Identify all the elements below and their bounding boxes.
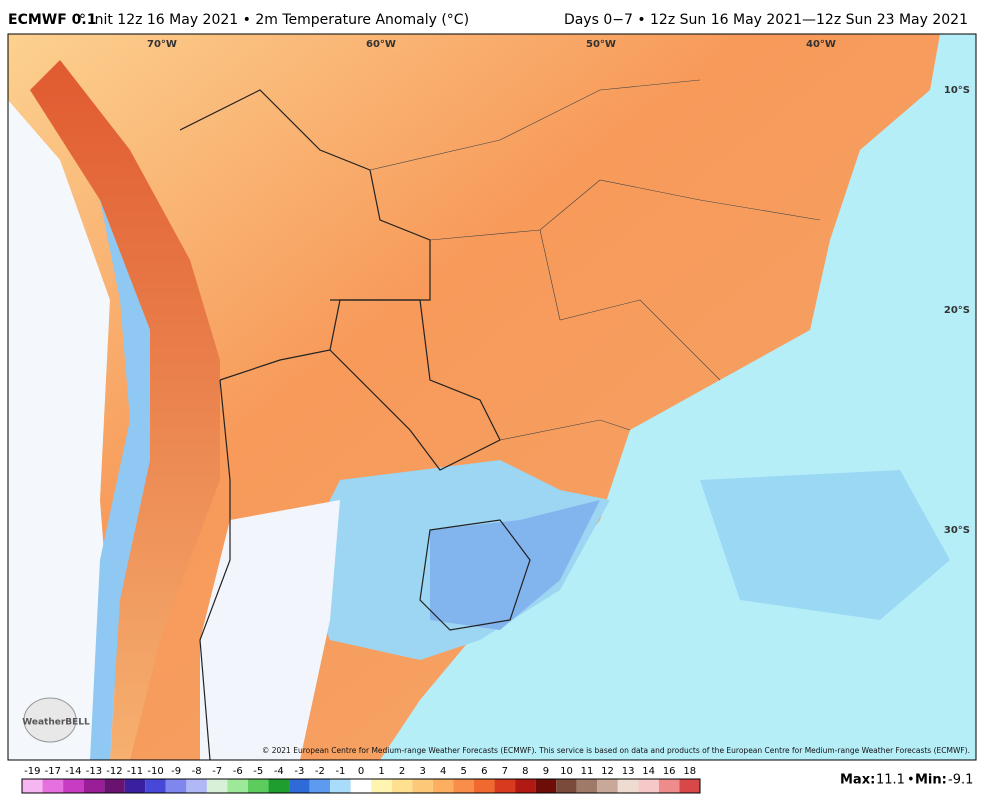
logo-mark bbox=[23, 697, 77, 743]
colorbar-label: -2 bbox=[315, 766, 325, 777]
colorbar-swatch bbox=[391, 779, 413, 793]
states bbox=[369, 79, 821, 441]
copyright: © 2021 European Centre for Medium-range … bbox=[262, 746, 970, 755]
lon-label: 40°W bbox=[806, 39, 836, 50]
lat-label: 10°S bbox=[944, 85, 970, 96]
colorbar-swatch bbox=[350, 779, 372, 793]
colorbar-label: -9 bbox=[171, 766, 181, 777]
min-value: -9.1 bbox=[948, 773, 973, 788]
colorbar-label: 12 bbox=[601, 766, 614, 777]
colorbar-swatch bbox=[432, 779, 454, 793]
colorbar-frame bbox=[21, 778, 701, 794]
atlantic-anomaly bbox=[700, 470, 950, 620]
colorbar-label: 8 bbox=[522, 766, 528, 777]
colorbar-swatch bbox=[617, 779, 639, 793]
colorbar-label: 16 bbox=[663, 766, 676, 777]
colorbar-swatch bbox=[309, 779, 331, 793]
colorbar-swatch bbox=[679, 779, 700, 793]
colorbar-label: -11 bbox=[127, 766, 143, 777]
colorbar-label: -8 bbox=[192, 766, 202, 777]
andes-cold bbox=[90, 200, 150, 760]
colorbar-label: 4 bbox=[440, 766, 446, 777]
colorbar-label: 1 bbox=[378, 766, 384, 777]
colorbar-swatch bbox=[638, 779, 659, 793]
lat-label: 30°S bbox=[944, 525, 970, 536]
colorbar-label: -19 bbox=[24, 766, 40, 777]
colorbar-swatch bbox=[145, 779, 166, 793]
max-label: Max: bbox=[840, 773, 875, 788]
colorbar-swatch bbox=[268, 779, 290, 793]
colorbar-label: 3 bbox=[419, 766, 425, 777]
colorbar-swatch bbox=[248, 779, 269, 793]
colorbar-label: 7 bbox=[502, 766, 508, 777]
period: Days 0−7 • 12z Sun 16 May 2021—12z Sun 2… bbox=[564, 12, 968, 28]
colorbar-label: 9 bbox=[543, 766, 549, 777]
colorbar-label: 18 bbox=[683, 766, 696, 777]
colorbar-swatch bbox=[494, 779, 516, 793]
separator: • bbox=[907, 773, 915, 788]
colorbar-swatch bbox=[227, 779, 248, 793]
patagonia bbox=[200, 500, 340, 760]
colorbar-label: -6 bbox=[233, 766, 243, 777]
colorbar-swatch bbox=[597, 779, 618, 793]
colorbar-label: -5 bbox=[253, 766, 263, 777]
colorbar-swatch bbox=[165, 779, 187, 793]
colorbar-swatch bbox=[330, 779, 351, 793]
colorbar-label: -7 bbox=[212, 766, 222, 777]
colorbar-swatch bbox=[453, 779, 474, 793]
lon-label: 70°W bbox=[147, 39, 177, 50]
colorbar-label: 14 bbox=[642, 766, 655, 777]
colorbar-label: 2 bbox=[399, 766, 405, 777]
colorbar-label: 6 bbox=[481, 766, 487, 777]
colorbar-swatch bbox=[371, 779, 392, 793]
colorbar-swatch bbox=[42, 779, 64, 793]
max-value: 11.1 bbox=[876, 773, 905, 788]
colorbar-swatch bbox=[83, 779, 105, 793]
colorbar-swatch bbox=[576, 779, 598, 793]
colorbar-label: 0 bbox=[358, 766, 364, 777]
colorbar-swatch bbox=[63, 779, 84, 793]
min-label: Min: bbox=[915, 773, 947, 788]
colorbar-label: -10 bbox=[147, 766, 163, 777]
lat-label: 20°S bbox=[944, 305, 970, 316]
colorbar-swatch bbox=[206, 779, 228, 793]
colorbar-swatch bbox=[124, 779, 146, 793]
map-frame bbox=[7, 33, 977, 761]
colorbar-swatch bbox=[104, 779, 125, 793]
colorbar-label: -13 bbox=[86, 766, 102, 777]
colorbar-label: -12 bbox=[106, 766, 122, 777]
map bbox=[8, 34, 976, 760]
cold-region bbox=[430, 500, 600, 630]
colorbar-label: -17 bbox=[45, 766, 61, 777]
lon-label: 50°W bbox=[586, 39, 616, 50]
colorbar-label: -4 bbox=[274, 766, 284, 777]
colorbar-swatch bbox=[412, 779, 433, 793]
colorbar-label: 10 bbox=[560, 766, 573, 777]
colorbar-label: 13 bbox=[622, 766, 635, 777]
title-model: ECMWF 0.1 bbox=[8, 12, 96, 28]
graticule-labels: 70°W 60°W 50°W 40°W 10°S 20°S 30°S bbox=[147, 39, 970, 536]
colorbar-swatch bbox=[474, 779, 495, 793]
colorbar-swatch bbox=[289, 779, 310, 793]
colorbar-swatch bbox=[515, 779, 536, 793]
colorbar-label: -3 bbox=[294, 766, 304, 777]
lon-label: 60°W bbox=[366, 39, 396, 50]
logo: WeatherBELL bbox=[22, 718, 90, 728]
colorbar-swatch bbox=[556, 779, 577, 793]
colorbar-label: 5 bbox=[461, 766, 467, 777]
colorbar-swatch bbox=[535, 779, 557, 793]
colorbar-swatch bbox=[22, 779, 43, 793]
andes bbox=[30, 60, 220, 760]
colorbar-swatch bbox=[658, 779, 680, 793]
colorbar-swatch bbox=[186, 779, 207, 793]
colorbar-label: 11 bbox=[581, 766, 594, 777]
colorbar: -19 -17 -14 -13 -12 -11 -10 -9 -8 -7 -6 -5 -4 -3 -2 -1 0… bbox=[21, 766, 701, 794]
title: ° Init 12z 16 May 2021 • 2m Temperature … bbox=[79, 12, 469, 28]
colorbar-label: -1 bbox=[335, 766, 345, 777]
colorbar-label: -14 bbox=[65, 766, 81, 777]
